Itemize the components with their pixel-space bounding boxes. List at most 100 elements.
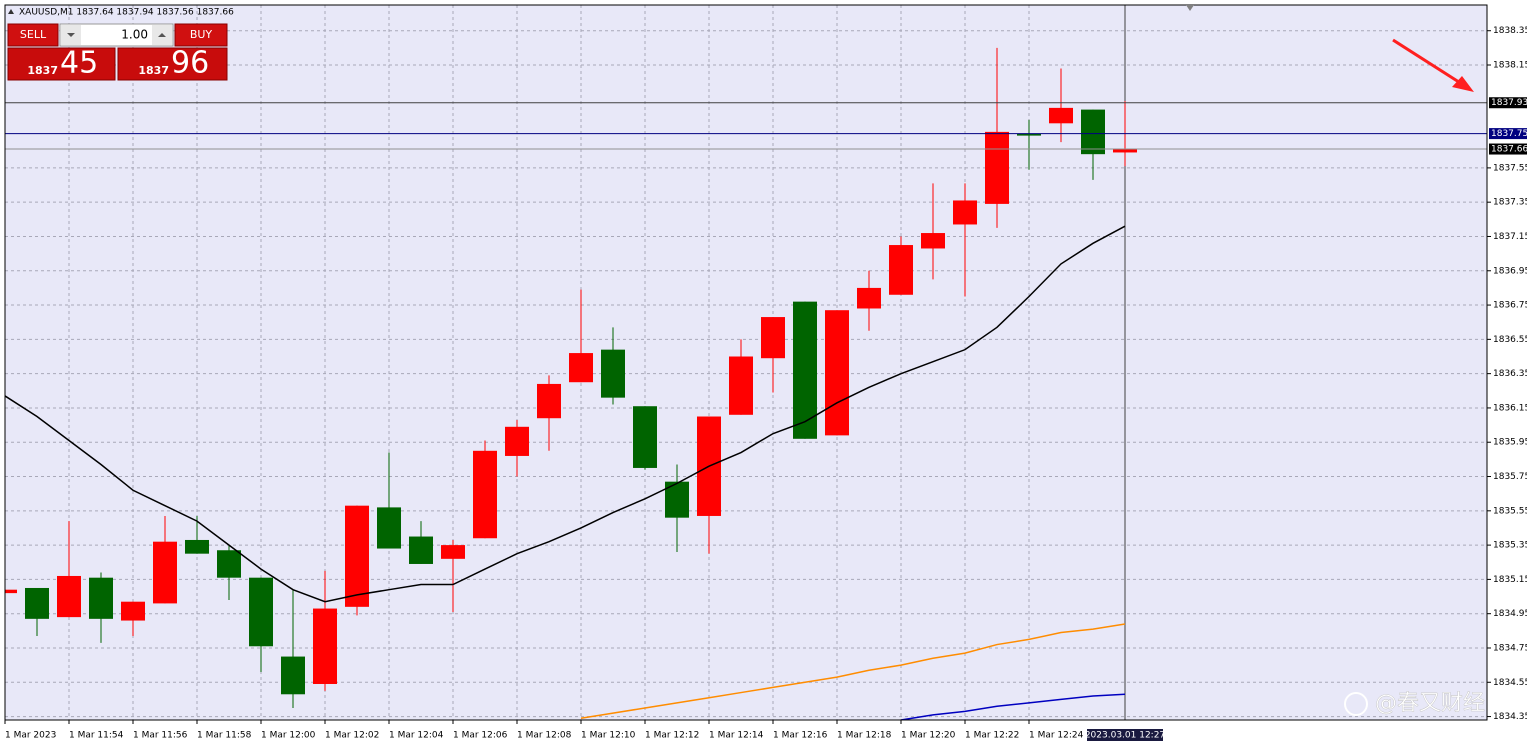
- x-tick-label: 1 Mar 12:08: [517, 731, 572, 741]
- candle-body: [505, 426, 529, 456]
- candle-body: [1017, 133, 1041, 136]
- lot-box[interactable]: [59, 23, 174, 47]
- candle-body: [921, 233, 945, 249]
- watermark-icon: [1344, 692, 1368, 716]
- y-tick-label: 1834.75: [1493, 643, 1527, 653]
- x-tick-label: 1 Mar 12:12: [645, 731, 699, 741]
- y-tick-label: 1834.95: [1493, 609, 1527, 619]
- candle-body: [953, 200, 977, 225]
- price-label: 1837.75: [1491, 129, 1527, 139]
- x-tick-label: 1 Mar 12:22: [965, 731, 1019, 741]
- sell-label: SELL: [20, 28, 47, 41]
- y-tick-label: 1834.55: [1493, 678, 1527, 688]
- candle-body: [633, 406, 657, 468]
- x-tick-label: 1 Mar 12:18: [837, 731, 892, 741]
- x-tick-label: 1 Mar 2023: [5, 731, 56, 741]
- price-label-box: [1489, 143, 1527, 155]
- candle-body: [249, 577, 273, 647]
- x-tick-label: 1 Mar 12:00: [261, 731, 316, 741]
- sell-price-main: 1837: [27, 64, 58, 77]
- candle-body: [409, 536, 433, 564]
- candle-body: [281, 656, 305, 695]
- x-tick-label: 1 Mar 12:06: [453, 731, 508, 741]
- x-tick-label: 1 Mar 12:16: [773, 731, 828, 741]
- x-tick-label: 1 Mar 12:04: [389, 731, 444, 741]
- plot-border: [4, 4, 1488, 721]
- x-tick-label: 1 Mar 12:02: [325, 731, 379, 741]
- candle-body: [377, 507, 401, 549]
- x-tick-label: 2023.03.01 12:27: [1085, 731, 1165, 741]
- title-icon: [8, 9, 14, 14]
- candle-body: [793, 301, 817, 439]
- indicator-line: [900, 693, 1126, 720]
- y-tick-label: 1838.15: [1493, 61, 1527, 71]
- buy-label: BUY: [190, 28, 213, 41]
- candle-body: [217, 550, 241, 578]
- buy-button[interactable]: [174, 23, 228, 47]
- candle-body: [985, 131, 1009, 204]
- y-tick-label: 1835.95: [1493, 438, 1527, 448]
- y-tick-label: 1837.55: [1493, 163, 1527, 173]
- chart-title: XAUUSD,M1 1837.64 1837.94 1837.56 1837.6…: [19, 8, 234, 18]
- y-tick-label: 1836.75: [1493, 301, 1527, 311]
- price-label: 1837.66: [1491, 145, 1527, 155]
- y-tick-label: 1835.75: [1493, 472, 1527, 482]
- arrow-shaft: [1392, 38, 1463, 86]
- candle-body: [889, 245, 913, 295]
- marks: [5, 47, 1487, 720]
- candle-body: [537, 383, 561, 419]
- shift-marker: [1186, 5, 1194, 11]
- watermark: @春又财经: [1344, 691, 1485, 716]
- y-tick-label: 1835.35: [1493, 541, 1527, 551]
- axes: 1834.35 1834.55 1834.75 1834.95 1835.15 1835.…: [4, 26, 1527, 741]
- buy-price-pips: 96: [171, 46, 209, 81]
- y-tick-label: 1835.15: [1493, 575, 1527, 585]
- candle-body: [185, 539, 209, 554]
- x-tick-label: 1 Mar 12:10: [581, 731, 636, 741]
- sell-price-box[interactable]: [7, 47, 116, 81]
- watermark-text: @春又财经: [1375, 691, 1485, 716]
- x-tick-label: 1 Mar 12:24: [1029, 731, 1084, 741]
- annotation-arrow: [1392, 38, 1474, 92]
- candle-body: [601, 349, 625, 398]
- candle-body: [57, 575, 81, 618]
- lot-down-arrow: [67, 33, 75, 37]
- candle-body: [1113, 149, 1137, 153]
- y-tick-label: 1837.15: [1493, 232, 1527, 242]
- x-label-box: [1087, 729, 1163, 741]
- price-label: 1837.93: [1491, 98, 1527, 108]
- lot-value: 1.00: [121, 28, 148, 42]
- candle-body: [441, 545, 465, 559]
- candle-body: [313, 608, 337, 684]
- x-tick-label: 1 Mar 11:54: [69, 731, 124, 741]
- buy-price-box[interactable]: [117, 47, 228, 81]
- buy-price-main: 1837: [138, 64, 169, 77]
- candle-body: [89, 577, 113, 619]
- candle-body: [825, 310, 849, 436]
- arrow-head: [1452, 76, 1474, 92]
- x-tick-label: 1 Mar 11:58: [197, 731, 252, 741]
- sell-button[interactable]: [7, 23, 59, 47]
- candle-body: [857, 287, 881, 309]
- y-tick-label: 1837.35: [1493, 198, 1527, 208]
- candle-body: [473, 450, 497, 539]
- indicator-line: [580, 623, 1126, 720]
- candle-body: [5, 589, 17, 594]
- x-tick-label: 1 Mar 12:14: [709, 731, 764, 741]
- y-tick-label: 1836.15: [1493, 403, 1527, 413]
- candle-body: [121, 601, 145, 621]
- y-tick-label: 1836.35: [1493, 369, 1527, 379]
- candle-body: [25, 587, 49, 619]
- y-tick-label: 1835.55: [1493, 506, 1527, 516]
- candle-body: [1049, 107, 1073, 124]
- candle-body: [153, 541, 177, 604]
- trade-panel: SELL 1.00 BUY 1837 45 1837 96: [7, 23, 228, 81]
- x-tick-label: 1 Mar 11:56: [133, 731, 188, 741]
- y-tick-label: 1838.35: [1493, 26, 1527, 36]
- y-tick-label: 1836.95: [1493, 266, 1527, 276]
- candle-body: [729, 356, 753, 415]
- y-tick-label: 1836.55: [1493, 335, 1527, 345]
- candle-body: [761, 317, 785, 359]
